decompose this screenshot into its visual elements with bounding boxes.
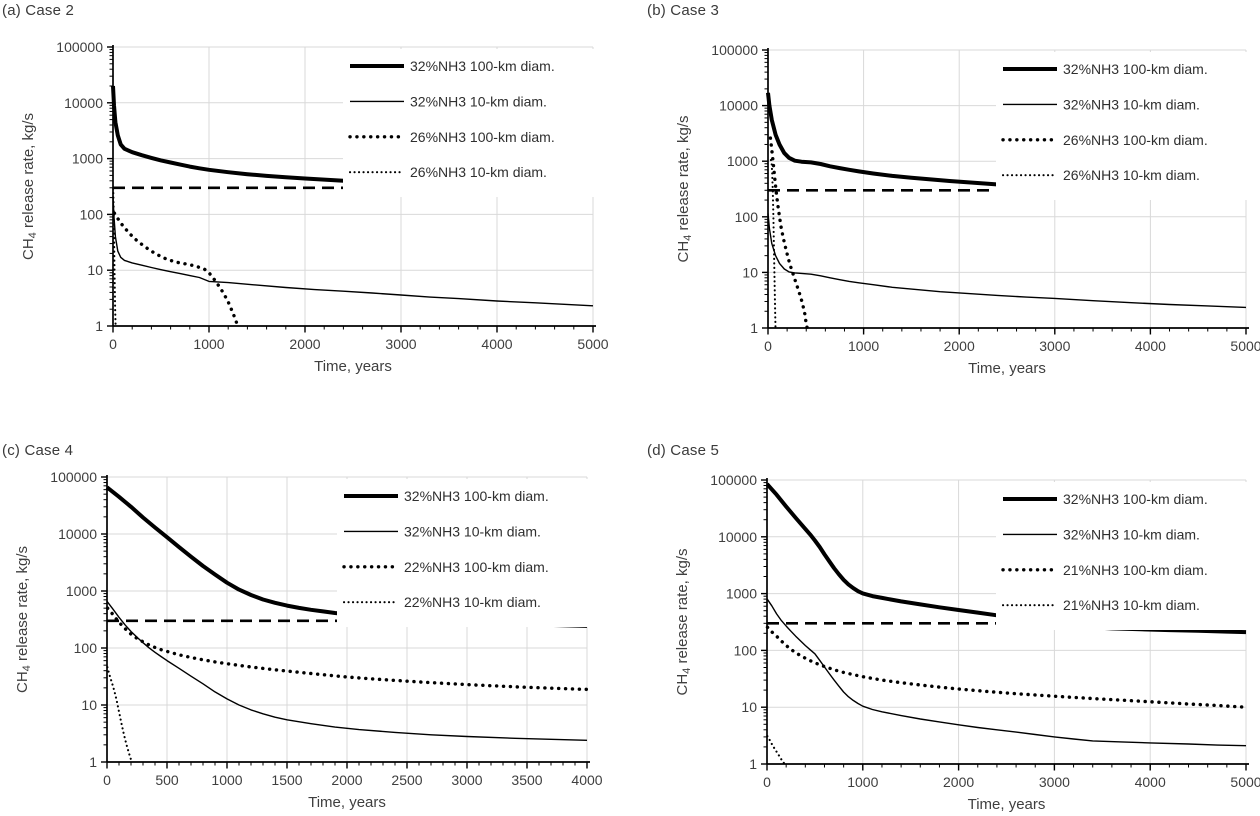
series-line-thin-solid (112, 196, 594, 307)
x-tick-label: 1000 (193, 336, 224, 352)
x-tick-label: 1000 (211, 772, 242, 788)
y-tick-label: 10000 (718, 529, 757, 545)
y-tick-label: 100000 (710, 472, 757, 488)
y-tick-label: 10000 (64, 95, 103, 111)
chart-panel-case2: (a) Case 2 1 10 100 1000 10000 100000 0 1000 200… (0, 0, 630, 408)
x-tick-label: 0 (764, 338, 772, 354)
y-tick-label: 1000 (727, 153, 758, 169)
y-tick-label: 100000 (50, 469, 97, 485)
panel-title: (d) Case 5 (647, 442, 720, 459)
y-axis-title: CH4 release rate, kg/s (14, 546, 33, 693)
x-tick-label: 4000 (481, 336, 512, 352)
y-tick-label: 100 (74, 640, 98, 656)
x-tick-label: 1000 (847, 774, 878, 790)
x-tick-label: 4000 (1135, 338, 1166, 354)
y-tick-label: 1 (749, 756, 757, 772)
legend-label: 32%NH3 10-km diam. (410, 93, 547, 109)
x-tick-label: 3000 (451, 772, 482, 788)
chart-panel-case5: (d) Case 5 1 10 100 1000 10000 100000 0 1000 200… (630, 408, 1260, 816)
x-tick-label: 2000 (331, 772, 362, 788)
x-tick-label: 0 (763, 774, 771, 790)
legend-label: 22%NH3 10-km diam. (404, 594, 541, 610)
chart-canvas: 1 10 100 1000 10000 100000 0 1000 2000 3000 4000 50… (675, 42, 1260, 377)
y-tick-label: 100 (735, 209, 759, 225)
panel-title: (a) Case 2 (2, 2, 75, 19)
y-axis-title: CH4 release rate, kg/s (20, 113, 39, 260)
y-tick-label: 1 (750, 320, 758, 336)
y-tick-label: 10 (741, 699, 757, 715)
series-line-thick-dotted (112, 211, 240, 328)
series-line-thin-solid (766, 598, 1247, 747)
legend-label: 32%NH3 10-km diam. (1063, 96, 1200, 112)
y-tick-label: 1000 (726, 586, 757, 602)
y-tick-label: 10 (87, 262, 103, 278)
panel-title: (c) Case 4 (2, 442, 74, 459)
y-axis-title: CH4 release rate, kg/s (674, 548, 693, 695)
legend-label: 32%NH3 100-km diam. (1063, 61, 1208, 77)
chart-canvas: 1 10 100 1000 10000 100000 0 1000 2000 3000 4000 50… (674, 472, 1260, 813)
legend-label: 26%NH3 10-km diam. (1063, 167, 1200, 183)
series-line-thin-solid (767, 213, 1247, 309)
x-axis-title: Time, years (308, 794, 386, 811)
x-tick-label: 1500 (271, 772, 302, 788)
x-tick-label: 3000 (1039, 338, 1070, 354)
y-axis-title: CH4 release rate, kg/s (675, 115, 694, 262)
x-tick-label: 2000 (289, 336, 320, 352)
chart-panel-case4: (c) Case 4 1 10 100 1000 10000 100000 0 500 1000… (0, 408, 630, 816)
series-line-fine-dotted (769, 158, 777, 330)
x-tick-label: 0 (109, 336, 117, 352)
legend-label: 32%NH3 100-km diam. (410, 58, 555, 74)
legend-label: 32%NH3 10-km diam. (1063, 526, 1200, 542)
x-tick-label: 5000 (577, 336, 608, 352)
x-axis-title: Time, years (968, 360, 1046, 377)
legend-label: 22%NH3 100-km diam. (404, 559, 549, 575)
y-tick-label: 10 (742, 264, 758, 280)
y-tick-label: 100000 (711, 42, 758, 58)
legend-label: 26%NH3 10-km diam. (410, 164, 547, 180)
x-tick-label: 3000 (1039, 774, 1070, 790)
legend-label: 26%NH3 100-km diam. (410, 129, 555, 145)
x-tick-label: 2000 (944, 338, 975, 354)
chart-canvas: 1 10 100 1000 10000 100000 0 1000 2000 3000 4000 50… (20, 39, 609, 375)
y-tick-label: 1 (89, 754, 97, 770)
x-tick-label: 2500 (391, 772, 422, 788)
x-tick-label: 4000 (1135, 774, 1166, 790)
legend-label: 32%NH3 100-km diam. (404, 488, 549, 504)
y-tick-label: 100000 (56, 39, 103, 55)
y-tick-label: 1 (95, 318, 103, 334)
x-tick-label: 4000 (571, 772, 602, 788)
legend-label: 21%NH3 10-km diam. (1063, 597, 1200, 613)
y-tick-label: 10000 (58, 526, 97, 542)
x-tick-label: 0 (103, 772, 111, 788)
series-line-fine-dotted (106, 666, 134, 764)
series-line-thick-dotted (765, 625, 1248, 709)
series-line-thick-dotted (105, 606, 589, 692)
y-tick-label: 1000 (66, 583, 97, 599)
y-tick-label: 1000 (72, 151, 103, 167)
x-tick-label: 3500 (511, 772, 542, 788)
legend-label: 26%NH3 100-km diam. (1063, 132, 1208, 148)
series-line-fine-dotted (766, 735, 787, 766)
x-tick-label: 500 (155, 772, 179, 788)
legend-label: 21%NH3 100-km diam. (1063, 562, 1208, 578)
x-tick-label: 3000 (385, 336, 416, 352)
x-tick-label: 5000 (1230, 338, 1260, 354)
series-line-thick-dotted (768, 136, 809, 330)
y-tick-label: 100 (734, 642, 758, 658)
y-tick-label: 100 (80, 206, 104, 222)
chart-canvas: 1 10 100 1000 10000 100000 0 500 1000 1500 2000 250… (14, 469, 603, 811)
x-tick-label: 5000 (1230, 774, 1260, 790)
x-tick-label: 2000 (943, 774, 974, 790)
legend-label: 32%NH3 100-km diam. (1063, 491, 1208, 507)
x-tick-label: 1000 (848, 338, 879, 354)
y-tick-label: 10000 (719, 98, 758, 114)
x-axis-title: Time, years (314, 358, 392, 375)
x-axis-title: Time, years (968, 796, 1046, 813)
panel-title: (b) Case 3 (647, 2, 720, 19)
chart-panel-case3: (b) Case 3 1 10 100 1000 10000 100000 0 1000 200… (630, 0, 1260, 408)
y-tick-label: 10 (81, 697, 97, 713)
legend-label: 32%NH3 10-km diam. (404, 523, 541, 539)
